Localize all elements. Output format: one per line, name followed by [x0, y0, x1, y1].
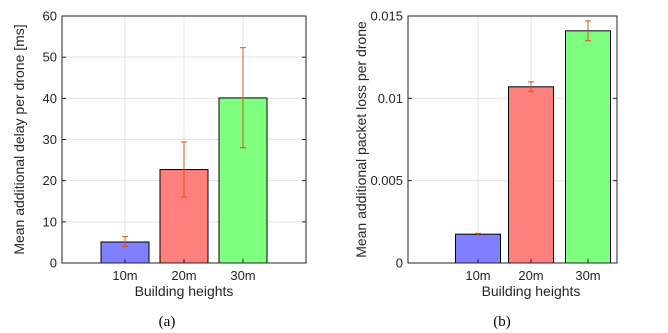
error-bar-10m [122, 236, 128, 248]
axes-box [407, 15, 618, 264]
x-tick-label: 30m [575, 268, 600, 283]
x-axis-label: Building heights [482, 283, 581, 299]
y-tick-label: 60 [43, 9, 57, 24]
bar-30m [565, 30, 611, 264]
y-tick-label: 0.015 [370, 9, 403, 24]
y-axis-label: Mean additional delay per drone [ms] [11, 24, 27, 254]
error-bar-30m [240, 47, 246, 149]
error-bar-20m [181, 141, 187, 198]
error-bar-30m [585, 20, 591, 42]
x-axis-label: Building heights [135, 283, 234, 299]
y-tick-label: 0 [396, 256, 403, 271]
error-bar-20m [528, 81, 534, 93]
error-bar-10m [475, 232, 481, 236]
y-axis-label: Mean additional packet loss per drone [353, 21, 369, 258]
y-tick-label: 0 [50, 256, 57, 271]
y-tick-label: 0.005 [370, 173, 403, 188]
y-tick-label: 20 [43, 173, 57, 188]
y-tick-label: 50 [43, 50, 57, 65]
bar-10m [455, 233, 501, 264]
x-tick-label: 10m [465, 268, 490, 283]
x-tick-label: 10m [112, 268, 137, 283]
panel-label: (a) [159, 314, 176, 330]
x-tick-label: 20m [518, 268, 543, 283]
x-tick-label: 20m [171, 268, 196, 283]
panel-label: (b) [493, 314, 511, 330]
y-tick-label: 30 [43, 132, 57, 147]
x-tick-label: 30m [230, 268, 255, 283]
y-tick-label: 10 [43, 214, 57, 229]
bar-20m [508, 86, 554, 264]
y-tick-label: 40 [43, 91, 57, 106]
y-tick-label: 0.01 [378, 91, 403, 106]
